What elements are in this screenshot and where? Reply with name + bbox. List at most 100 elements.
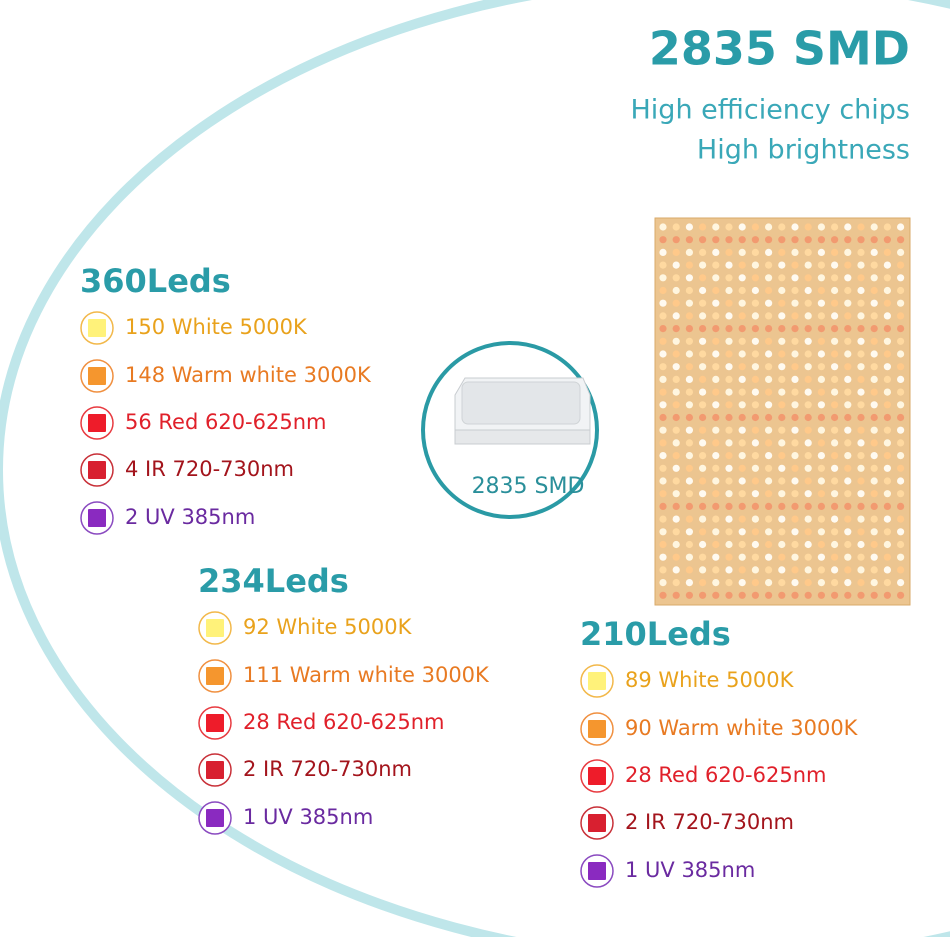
led-dot: [897, 528, 905, 536]
led-dot: [857, 439, 865, 447]
led-dot: [844, 388, 852, 396]
led-dot: [751, 375, 760, 383]
led-dot: [699, 388, 707, 396]
led-dot: [738, 299, 746, 307]
led-dot: [712, 375, 720, 383]
led-dot: [659, 286, 667, 295]
led-dot: [725, 350, 733, 358]
led-dot: [870, 540, 878, 549]
led-dot: [751, 248, 760, 256]
led-icon: [204, 665, 226, 687]
led-dot: [699, 223, 707, 231]
led-item: 148 Warm white 3000K: [125, 363, 372, 387]
led-dot: [831, 490, 839, 498]
led-dot: [751, 299, 760, 307]
led-dot: [699, 363, 707, 371]
led-dot: [817, 439, 826, 447]
led-dot: [725, 363, 733, 371]
led-dot: [883, 553, 892, 561]
led-dot: [897, 363, 905, 371]
led-dot: [685, 540, 694, 549]
led-dot: [672, 502, 680, 510]
led-dot: [672, 540, 680, 549]
led-dot: [778, 490, 786, 498]
led-dot: [738, 502, 746, 510]
led-item: 2 IR 720-730nm: [243, 757, 412, 781]
led-dot: [699, 248, 707, 256]
led-dot: [712, 426, 720, 434]
led-dot: [699, 299, 707, 307]
led-dot: [751, 591, 760, 599]
led-dot: [751, 464, 760, 472]
led-item: 56 Red 620-625nm: [125, 410, 326, 434]
led-dot: [831, 375, 839, 383]
led-dot: [699, 337, 707, 345]
led-dot: [659, 274, 667, 282]
led-dot: [857, 579, 865, 587]
led-dot: [778, 375, 786, 383]
led-dot: [831, 413, 839, 422]
led-dot: [897, 439, 905, 447]
led-dot: [712, 540, 720, 549]
led-dot: [765, 388, 773, 396]
led-dot: [791, 566, 799, 574]
led-dot: [870, 261, 878, 269]
led-dot: [712, 261, 720, 269]
led-dot: [685, 312, 694, 320]
led-dot: [817, 591, 826, 599]
led-dot: [712, 223, 720, 231]
led-dot: [791, 439, 799, 447]
led-dot: [844, 426, 852, 434]
led-dot: [817, 375, 826, 383]
led-dot: [712, 464, 720, 472]
led-dot: [897, 388, 905, 396]
led-dot: [712, 413, 720, 422]
led-dot: [699, 439, 707, 447]
led-dot: [791, 261, 799, 269]
led-dot: [685, 299, 694, 307]
led-dot: [725, 502, 733, 510]
led-dot: [870, 553, 878, 561]
led-dot: [817, 248, 826, 256]
led-dot: [804, 515, 812, 523]
led-dot: [659, 426, 667, 434]
led-dot: [659, 248, 667, 256]
led-dot: [725, 401, 733, 409]
led-dot: [672, 299, 680, 307]
led-dot: [791, 337, 799, 345]
led-dot: [751, 553, 760, 561]
led-dot: [712, 528, 720, 536]
led-dot: [751, 337, 760, 345]
led-dot: [897, 274, 905, 282]
led-dot: [672, 375, 680, 383]
led-dot: [831, 566, 839, 574]
led-dot: [844, 452, 852, 460]
led-dot: [817, 477, 826, 485]
led-icon: [204, 759, 226, 781]
led-dot: [844, 591, 852, 599]
led-dot: [897, 375, 905, 383]
led-dot: [883, 312, 892, 320]
led-dot: [725, 337, 733, 345]
led-dot: [844, 566, 852, 574]
led-icon: [86, 412, 108, 434]
led-dot: [712, 591, 720, 599]
led-dot: [778, 439, 786, 447]
led-dot: [738, 477, 746, 485]
led-dot: [870, 388, 878, 396]
led-dot: [685, 388, 694, 396]
led-dot: [791, 413, 799, 422]
chip-label: 2835 SMD: [472, 474, 585, 499]
led-dot: [804, 553, 812, 561]
led-dot: [857, 452, 865, 460]
led-dot: [897, 248, 905, 256]
subtitle: High brightness: [697, 135, 910, 166]
chip-icon: [454, 377, 591, 445]
led-dot: [844, 528, 852, 536]
led-dot: [883, 375, 892, 383]
led-dot: [765, 464, 773, 472]
led-dot: [699, 515, 707, 523]
led-dot: [897, 299, 905, 307]
led-dot: [725, 261, 733, 269]
led-dot: [712, 236, 720, 244]
